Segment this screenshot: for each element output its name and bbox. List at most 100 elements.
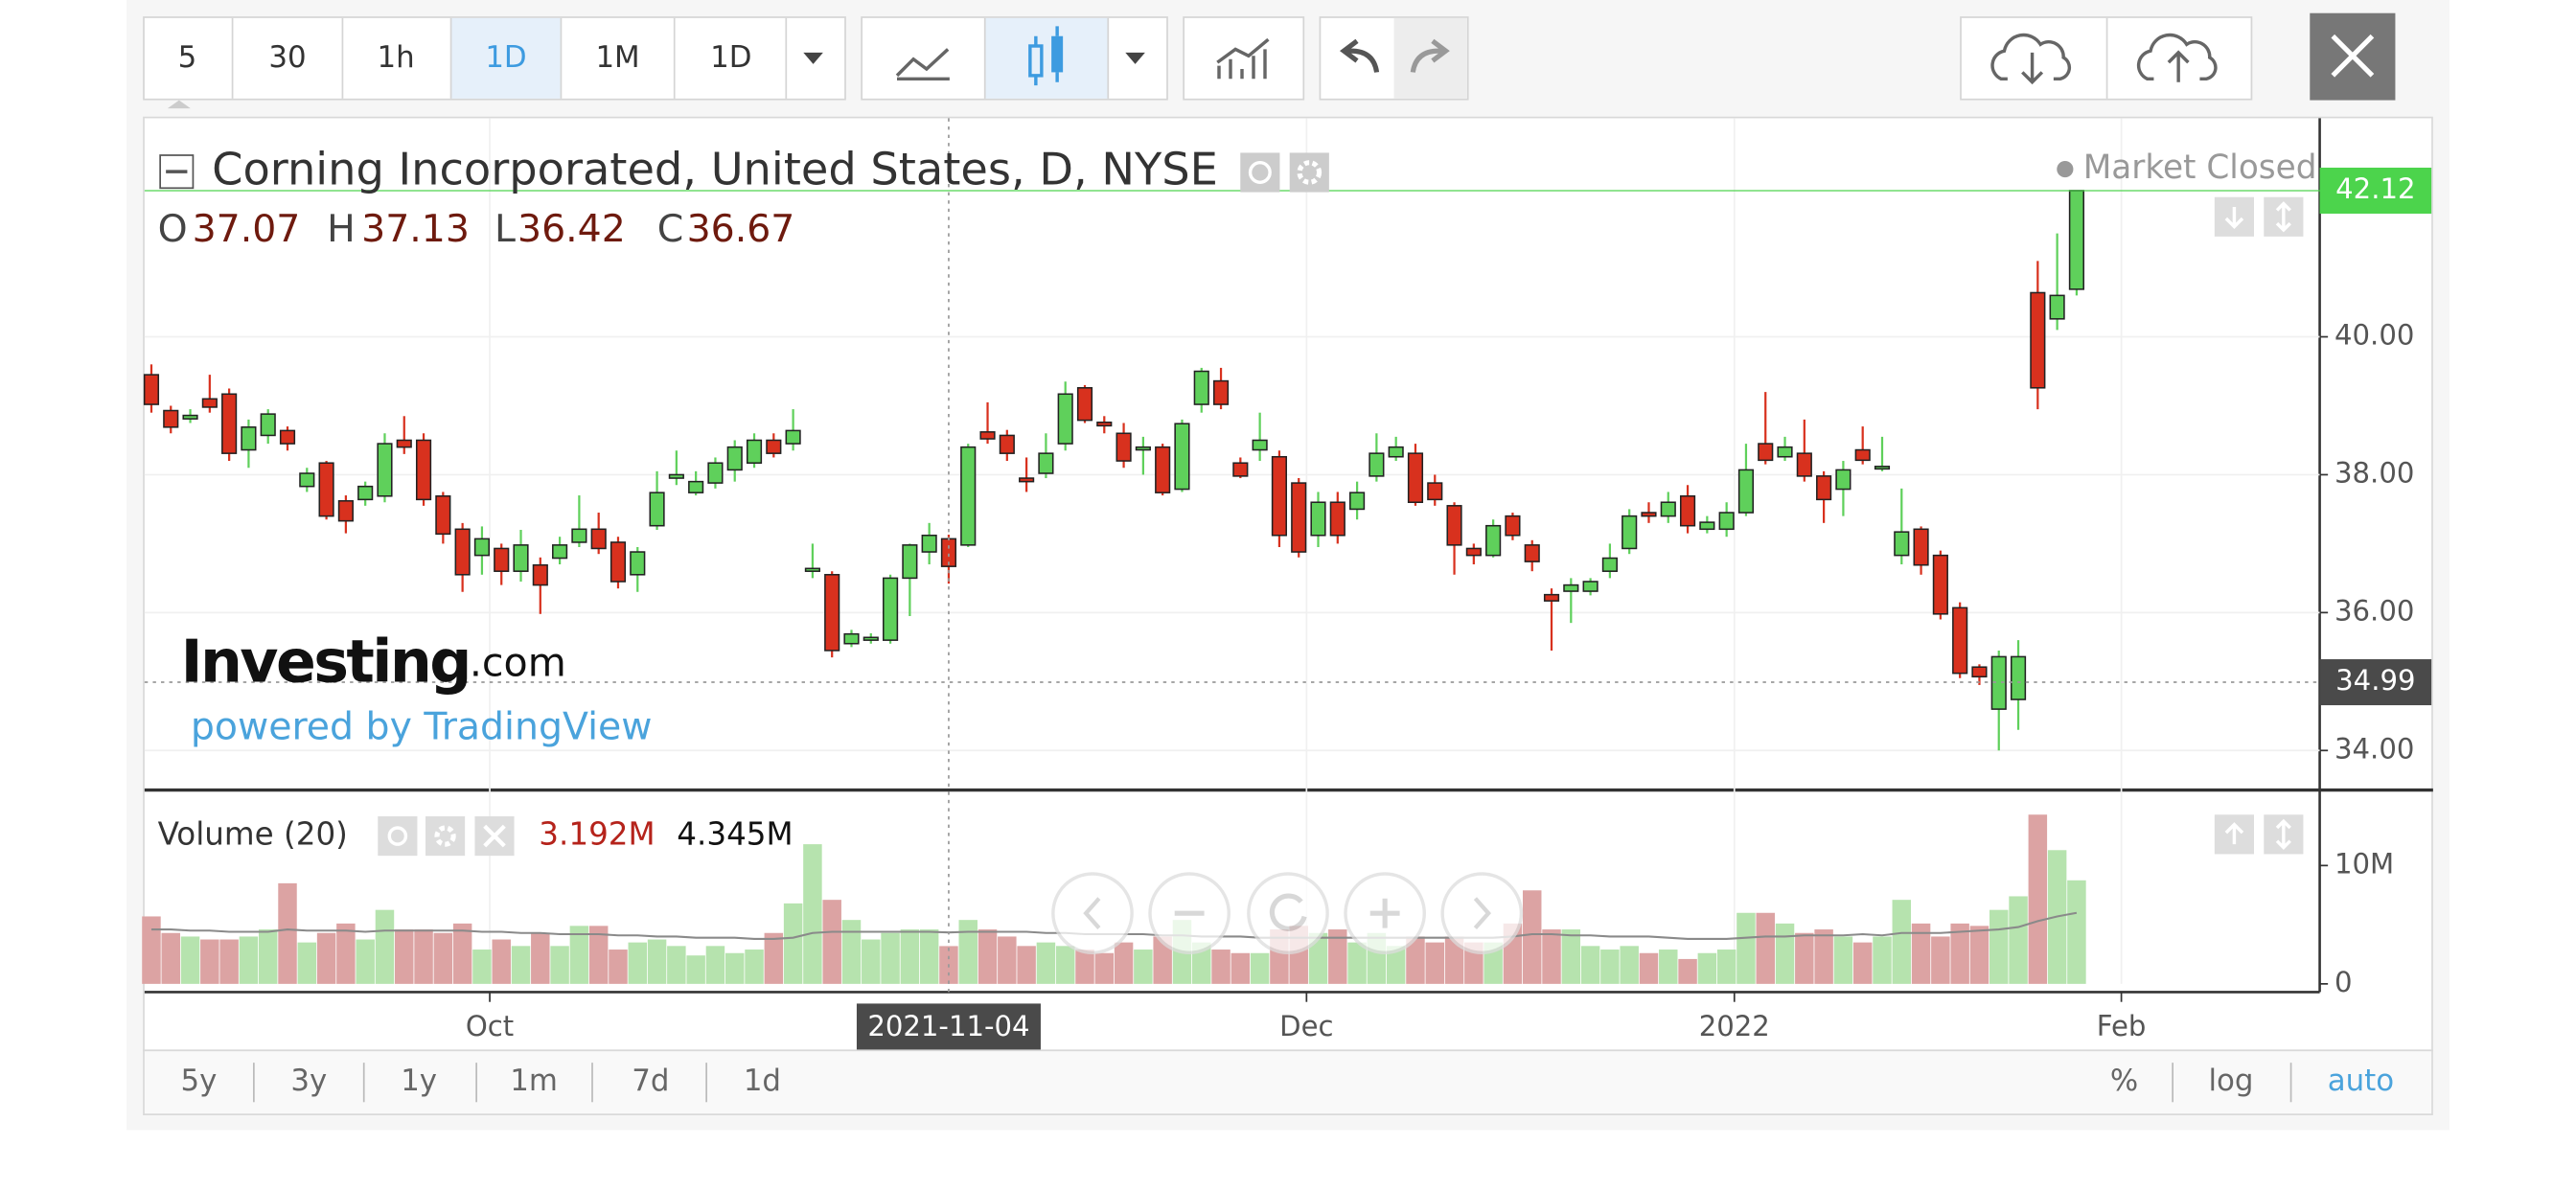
range-button[interactable]: 7d xyxy=(632,1064,669,1098)
navigation-overlay xyxy=(1051,872,1524,954)
redo-bg xyxy=(1393,17,1467,99)
volume-bar xyxy=(803,844,822,984)
candle-body xyxy=(260,413,276,437)
interval-button[interactable]: 1D xyxy=(710,40,751,75)
eye-icon[interactable] xyxy=(1240,152,1280,193)
volume-bar xyxy=(1580,946,1600,984)
candle-body xyxy=(960,446,977,546)
scale-button[interactable]: auto xyxy=(2328,1064,2394,1098)
candle-body xyxy=(1777,446,1793,458)
ohlc-value: 36.42 xyxy=(518,207,626,251)
ohlc-legend: O 37.07 H 37.13 L 36.42 C 36.67 xyxy=(158,207,795,251)
x-tick-label: 2022 xyxy=(1699,1010,1770,1042)
candle-body xyxy=(1388,446,1404,458)
volume-bar xyxy=(219,939,239,984)
interval-button[interactable]: 1h xyxy=(378,40,415,75)
volume-bar xyxy=(1055,946,1075,984)
dropdown-arrow[interactable] xyxy=(803,52,823,64)
volume-bar xyxy=(783,903,803,984)
candle-icon-wick xyxy=(1034,26,1059,86)
volume-value: 3.192M xyxy=(539,816,655,853)
dropdown-arrow[interactable] xyxy=(1125,52,1145,64)
candle-body xyxy=(163,409,179,428)
interval-button[interactable]: 5 xyxy=(178,40,197,75)
volume-bar xyxy=(686,955,705,984)
range-button[interactable]: 1m xyxy=(510,1064,558,1098)
scroll-right-button[interactable] xyxy=(1440,872,1524,954)
crosshair-price-box xyxy=(2319,659,2432,706)
volume-bar xyxy=(1892,900,1912,984)
volume-gear xyxy=(434,825,456,847)
candle-body xyxy=(1252,439,1268,451)
interval-button[interactable]: 1M xyxy=(595,40,639,75)
candle-body xyxy=(1718,512,1735,531)
candle-icon[interactable] xyxy=(1028,26,1064,86)
ohlc-key: H xyxy=(327,207,356,251)
redo-icon[interactable] xyxy=(1410,38,1450,73)
volume-bar xyxy=(588,926,609,984)
range-button[interactable]: 1y xyxy=(401,1064,437,1098)
x-tick-label: Feb xyxy=(2097,1010,2147,1042)
volume-bar xyxy=(433,932,453,984)
volume-bar xyxy=(2067,880,2086,984)
candle-body xyxy=(1679,494,1696,527)
indicators-button[interactable] xyxy=(1183,16,1305,101)
candle-icon-body xyxy=(1051,35,1064,73)
volume-title: Volume (20) xyxy=(158,816,348,853)
candle-body xyxy=(1212,379,1230,405)
watermark-powered: powered by TradingView xyxy=(191,705,653,749)
candle-body xyxy=(785,429,801,445)
collapse-tab[interactable] xyxy=(167,100,191,109)
candle-body xyxy=(1699,521,1715,531)
volume-bar xyxy=(452,923,472,984)
volume-eye-icon[interactable] xyxy=(378,816,418,857)
zoom-in-icon xyxy=(1369,898,1400,928)
candle-body xyxy=(1076,387,1093,422)
cloud-upload-icon[interactable] xyxy=(2136,33,2218,82)
volume-settings-icon[interactable] xyxy=(426,816,466,857)
scale-button[interactable]: % xyxy=(2110,1064,2138,1098)
scale-button[interactable]: log xyxy=(2208,1064,2253,1098)
interval-button[interactable]: 1D xyxy=(485,40,526,75)
cloud-download-icon[interactable] xyxy=(1990,33,2072,85)
volume-bar xyxy=(180,936,200,984)
volume-bar xyxy=(705,946,725,984)
watermark-brand: Investing.com xyxy=(181,627,566,696)
crosshair-date-box xyxy=(856,1003,1041,1050)
volume-bar xyxy=(1775,923,1795,984)
candle-body xyxy=(1310,501,1326,537)
candle-body xyxy=(1582,581,1598,592)
undo-icon[interactable] xyxy=(1340,38,1380,73)
candle-body xyxy=(1116,432,1132,462)
settings-icon[interactable] xyxy=(1289,152,1329,193)
candle-body xyxy=(1329,501,1346,537)
volume-bar xyxy=(1017,946,1036,984)
scroll-left-button[interactable] xyxy=(1051,872,1134,954)
volume-bar xyxy=(900,929,920,984)
ohlc-key: L xyxy=(494,207,516,251)
range-button[interactable]: 5y xyxy=(180,1064,217,1098)
candle-body xyxy=(649,492,665,527)
range-button[interactable]: 1d xyxy=(744,1064,781,1098)
candle-body xyxy=(707,462,724,484)
volume-bar xyxy=(1425,942,1445,984)
volume-bar xyxy=(492,939,511,984)
range-button[interactable]: 3y xyxy=(290,1064,327,1098)
candle-body xyxy=(182,414,198,420)
volume-bar xyxy=(297,942,317,984)
volume-bar xyxy=(1969,926,1990,984)
candle-body xyxy=(279,429,296,445)
candle-body xyxy=(1913,528,1929,566)
candle-body xyxy=(1407,452,1424,504)
volume-bar xyxy=(1522,890,1542,984)
volume-bar xyxy=(1639,952,1659,984)
line-chart-icon[interactable] xyxy=(895,48,950,78)
candle-body xyxy=(1291,482,1307,553)
ohlc-key: O xyxy=(158,207,188,251)
interval-button[interactable]: 30 xyxy=(268,40,306,75)
reset-button[interactable] xyxy=(1247,872,1329,954)
candle-body xyxy=(1505,515,1521,537)
volume-bar xyxy=(336,923,356,984)
candle-body xyxy=(1096,421,1113,427)
volume-bar xyxy=(978,929,998,984)
